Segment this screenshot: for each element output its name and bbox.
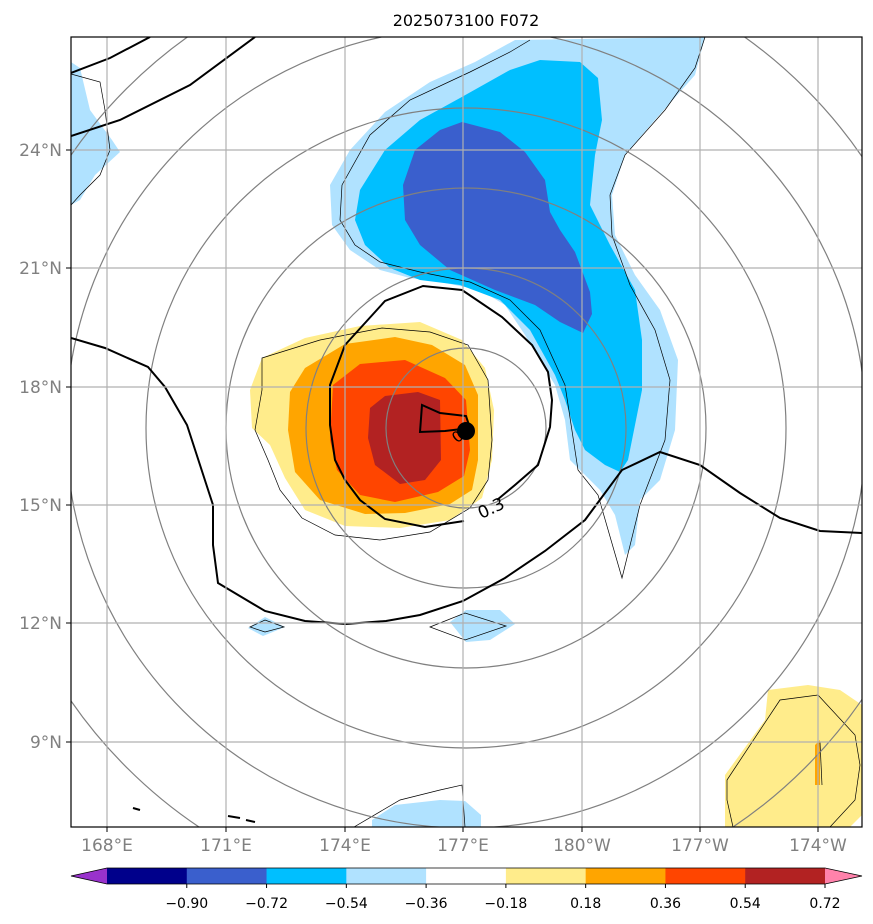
colorbar-segment — [745, 868, 826, 884]
positive-anomaly-se-yellow — [725, 685, 862, 827]
y-axis: 24°N 21°N 18°N 15°N 12°N 9°N — [19, 141, 71, 753]
storm-center-marker — [457, 422, 475, 440]
x-tick-label: 177°E — [437, 836, 489, 856]
colorbar-tick-label: −0.90 — [165, 896, 208, 912]
negative-anomaly-small-3 — [372, 800, 481, 827]
contour-line-north-2 — [71, 37, 256, 137]
range-ring-4 — [145, 107, 787, 749]
x-tick-label: 180°W — [553, 836, 611, 856]
coastline-marks — [132, 807, 256, 823]
colorbar-tick-label: −0.54 — [325, 896, 368, 912]
colorbar-tick-label: −0.18 — [484, 896, 527, 912]
shading-outlines — [71, 37, 861, 827]
colorbar-tick-label: 0.36 — [650, 896, 681, 912]
negative-anomaly-small-2 — [450, 610, 515, 642]
y-tick-label: 15°N — [19, 496, 62, 516]
y-tick-label: 12°N — [19, 614, 62, 634]
colorbar-tick-label: 0.18 — [570, 896, 601, 912]
colorbar-segment — [665, 868, 746, 884]
contour-line-north-1 — [71, 37, 151, 74]
colorbar-segment — [505, 868, 587, 884]
colorbar-outline — [70, 867, 863, 885]
colorbar-segment — [107, 868, 188, 884]
colorbar-segment — [346, 868, 427, 884]
colorbar-tick-label: 0.72 — [809, 896, 840, 912]
y-tick-label: 18°N — [19, 378, 62, 398]
x-tick-label: 171°E — [200, 836, 252, 856]
chart-title: 2025073100 F072 — [393, 11, 540, 30]
colorbar-segment — [426, 868, 507, 884]
y-tick-label: 21°N — [19, 259, 62, 279]
colorbar-tick-label: −0.36 — [405, 896, 448, 912]
black-contours — [71, 37, 862, 626]
filled-contours — [71, 37, 862, 827]
y-tick-label: 24°N — [19, 141, 62, 161]
range-ring-1 — [385, 347, 547, 509]
contour-0-inner — [418, 403, 472, 434]
y-tick-label: 9°N — [30, 733, 62, 753]
colorbar-segment — [186, 868, 268, 884]
x-axis: 168°E 171°E 174°E 177°E 180°W 177°W 174°… — [81, 827, 847, 856]
x-tick-label: 168°E — [81, 836, 133, 856]
colorbar-extend-low — [71, 868, 107, 884]
colorbar-segment — [585, 868, 666, 884]
negative-anomaly-light-blue-west — [71, 62, 120, 205]
negative-anomaly-small-1 — [248, 617, 285, 636]
x-tick-label: 174°W — [789, 836, 847, 856]
positive-anomaly-firebrick — [368, 392, 441, 484]
colorbar-segment — [266, 868, 347, 884]
x-tick-label: 177°W — [671, 836, 729, 856]
colorbar: −0.90 −0.72 −0.54 −0.36 −0.18 0.18 0.36 0.54 0.7… — [70, 867, 863, 912]
negative-anomaly-royal-blue — [403, 122, 592, 333]
colorbar-tick-label: −0.72 — [245, 896, 288, 912]
colorbar-extend-high — [825, 868, 862, 884]
contour-line-west — [71, 337, 862, 626]
contour-0.3 — [329, 284, 554, 529]
colorbar-tick-label: 0.54 — [730, 896, 761, 912]
plot-frame — [70, 36, 863, 828]
x-tick-label: 174°E — [319, 836, 371, 856]
